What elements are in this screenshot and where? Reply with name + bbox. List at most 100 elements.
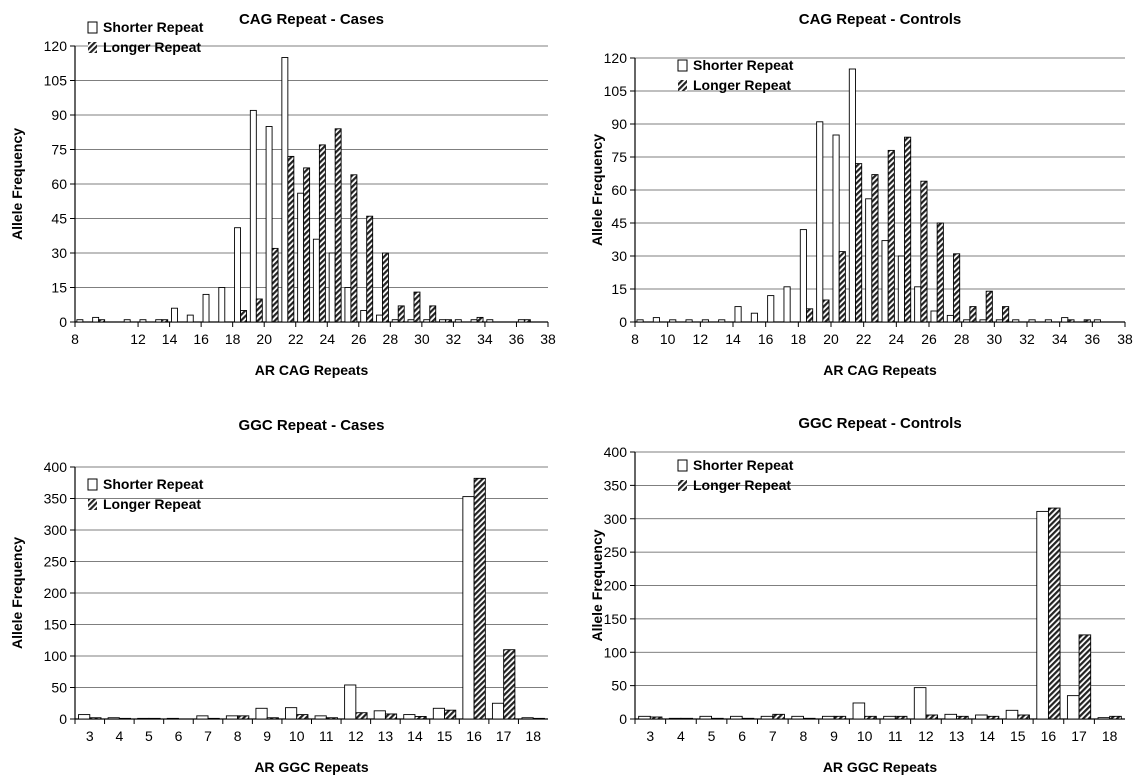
y-tick-label: 0 — [59, 711, 67, 727]
bar-shorter-repeat — [196, 715, 209, 720]
y-tick-label: 200 — [44, 585, 68, 601]
bar-longer-repeat — [384, 713, 398, 720]
y-tick-label: 50 — [611, 678, 627, 694]
bar-longer-repeat — [240, 310, 247, 323]
y-tick-label: 100 — [604, 644, 628, 660]
y-tick-label: 200 — [604, 578, 628, 594]
bar-shorter-repeat — [265, 126, 273, 323]
x-tick-label: 22 — [288, 331, 304, 347]
y-tick-label: 0 — [619, 711, 627, 727]
x-tick-label: 11 — [888, 728, 903, 744]
bar-longer-repeat — [887, 149, 895, 323]
y-axis-label: Allele Frequency — [589, 134, 605, 246]
y-tick-label: 15 — [611, 281, 627, 297]
bar-longer-repeat — [969, 306, 977, 323]
legend-swatch-shorter — [677, 459, 688, 472]
bar-longer-repeat — [920, 180, 928, 323]
x-tick-label: 11 — [319, 728, 334, 744]
bar-longer-repeat — [503, 649, 516, 720]
chart-title: GGC Repeat - Controls — [798, 415, 961, 432]
bar-shorter-repeat — [975, 714, 988, 720]
bar-longer-repeat — [1109, 715, 1122, 720]
bar-longer-repeat — [161, 319, 169, 323]
x-tick-label: 17 — [1071, 728, 1087, 744]
bar-shorter-repeat — [123, 319, 131, 323]
bar-longer-repeat — [953, 253, 961, 323]
chart-svg: CAG Repeat - Cases AR CAG Repeats Allele F… — [9, 11, 556, 378]
bar-shorter-repeat — [137, 717, 150, 720]
chart-svg: CAG Repeat - Controls AR CAG Repeats Allel… — [589, 11, 1133, 378]
bar-shorter-repeat — [1066, 695, 1080, 720]
y-tick-label: 105 — [44, 73, 68, 89]
bar-longer-repeat — [956, 715, 969, 720]
bar-longer-repeat — [833, 715, 847, 720]
chart-title: GGC Repeat - Cases — [239, 417, 385, 434]
bar-shorter-repeat — [171, 307, 178, 323]
y-tick-label: 0 — [619, 314, 627, 330]
bar-longer-repeat — [936, 222, 944, 323]
bar-shorter-repeat — [344, 684, 357, 720]
bar-longer-repeat — [476, 316, 484, 323]
bar-shorter-repeat — [718, 319, 726, 323]
bar-longer-repeat — [772, 713, 785, 720]
bar-shorter-repeat — [1028, 319, 1036, 323]
bar-longer-repeat — [741, 717, 755, 720]
x-axis-label: AR CAG Repeats — [255, 362, 369, 378]
bar-shorter-repeat — [486, 319, 494, 323]
x-tick-label: 6 — [175, 728, 183, 744]
bar-shorter-repeat — [281, 57, 289, 323]
y-tick-label: 90 — [611, 116, 627, 132]
y-tick-label: 300 — [604, 511, 628, 527]
x-tick-label: 36 — [509, 331, 525, 347]
bar-shorter-repeat — [636, 319, 644, 323]
bar-longer-repeat — [855, 163, 863, 323]
bar-longer-repeat — [680, 717, 694, 720]
bar-longer-repeat — [523, 319, 531, 323]
bar-longer-repeat — [925, 714, 939, 720]
bar-longer-repeat — [985, 290, 993, 323]
x-tick-label: 24 — [889, 331, 905, 347]
x-tick-label: 36 — [1085, 331, 1101, 347]
bar-shorter-repeat — [376, 314, 383, 323]
y-tick-label: 350 — [44, 491, 68, 507]
bar-shorter-repeat — [155, 319, 163, 323]
bar-shorter-repeat — [930, 310, 938, 323]
x-tick-label: 34 — [1052, 331, 1068, 347]
x-tick-label: 10 — [857, 728, 873, 744]
bar-shorter-repeat — [186, 314, 194, 323]
bar-longer-repeat — [296, 714, 309, 720]
bar-shorter-repeat — [897, 255, 905, 323]
bar-shorter-repeat — [995, 319, 1003, 323]
chart-panel-cag-cases: CAG Repeat - Cases AR CAG Repeats Allele F… — [0, 0, 560, 390]
bar-longer-repeat — [1017, 714, 1030, 720]
bar-shorter-repeat — [166, 717, 179, 720]
chart-panel-cag-controls: CAG Repeat - Controls AR CAG Repeats Allel… — [580, 0, 1133, 390]
y-tick-label: 100 — [44, 648, 68, 664]
x-tick-label: 8 — [800, 728, 808, 744]
bar-shorter-repeat — [360, 310, 368, 323]
chart-panel-ggc-controls: GGC Repeat - Controls AR GGC Repeats Allel… — [580, 400, 1133, 778]
legend-label-longer: Longer Repeat — [103, 496, 201, 512]
legend-label-longer: Longer Repeat — [103, 39, 201, 55]
bar-shorter-repeat — [767, 295, 775, 323]
bar-longer-repeat — [148, 717, 161, 720]
bar-shorter-repeat — [225, 715, 239, 720]
y-tick-label: 75 — [51, 142, 67, 158]
bar-longer-repeat — [429, 305, 437, 323]
bar-shorter-repeat — [249, 109, 257, 323]
y-axis-label: Allele Frequency — [589, 529, 605, 641]
x-tick-label: 12 — [693, 331, 709, 347]
y-tick-label: 120 — [604, 50, 628, 66]
x-tick-label: 8 — [71, 331, 79, 347]
bar-shorter-repeat — [913, 687, 927, 720]
bar-shorter-repeat — [734, 306, 742, 323]
bar-shorter-repeat — [1012, 319, 1020, 323]
bar-shorter-repeat — [439, 319, 446, 323]
x-tick-label: 32 — [1019, 331, 1035, 347]
bar-shorter-repeat — [799, 229, 807, 323]
bar-shorter-repeat — [760, 715, 774, 720]
chart-panel-ggc-cases: GGC Repeat - Cases AR GGC Repeats Allele F… — [0, 400, 560, 778]
legend-label-shorter: Shorter Repeat — [103, 476, 204, 492]
bar-shorter-repeat — [832, 134, 840, 323]
bar-longer-repeat — [287, 155, 295, 323]
